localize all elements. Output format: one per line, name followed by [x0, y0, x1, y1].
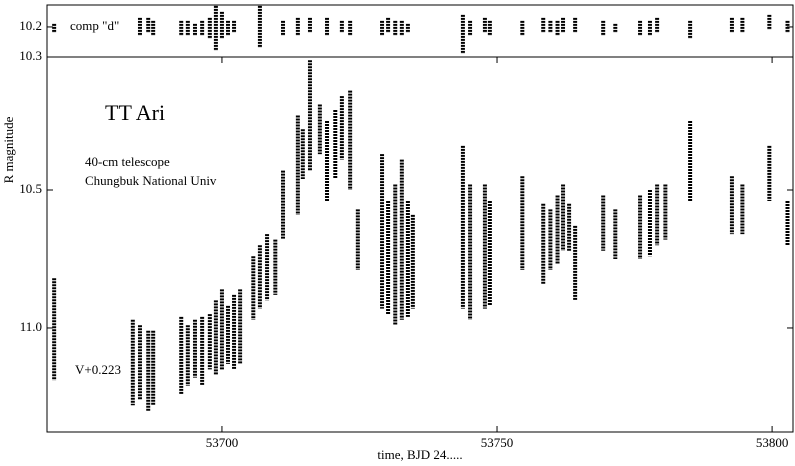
note: 40-cm telescope [85, 154, 170, 169]
y-tick-label: 10.2 [19, 18, 42, 33]
offset-label: V+0.223 [75, 362, 121, 377]
y-tick-label: 10.5 [19, 181, 42, 196]
comp-label: comp "d" [70, 18, 119, 33]
y-axis-label: R magnitude [1, 116, 16, 183]
y-tick-label: 10.3 [19, 48, 42, 63]
x-tick-label: 53750 [481, 435, 514, 450]
note: Chungbuk National Univ [85, 173, 217, 188]
y-tick-label: 11.0 [20, 319, 42, 334]
plot-frame [46, 4, 794, 433]
x-tick-label: 53800 [756, 435, 789, 450]
x-axis-label: time, BJD 24..... [377, 447, 462, 462]
object-title: TT Ari [105, 100, 165, 125]
x-tick-label: 53700 [206, 435, 239, 450]
